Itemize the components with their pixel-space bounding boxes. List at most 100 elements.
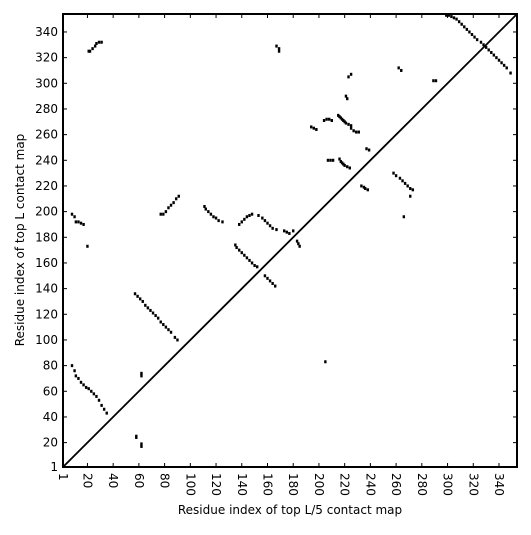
- contact-point: [237, 222, 241, 226]
- x-tick-label: 180: [286, 473, 300, 496]
- contact-point: [275, 228, 278, 232]
- y-tick-label: 40: [43, 410, 58, 424]
- contact-point: [79, 380, 83, 384]
- contact-point: [266, 276, 269, 280]
- contact-point: [84, 385, 88, 389]
- contact-point: [167, 328, 170, 332]
- contact-point: [95, 394, 98, 398]
- x-tick-label: 320: [466, 473, 480, 496]
- contact-point: [406, 184, 409, 188]
- contact-point: [355, 130, 358, 134]
- contact-point: [342, 119, 345, 123]
- contact-point: [169, 330, 173, 334]
- contact-point: [82, 222, 85, 226]
- contact-point: [346, 165, 349, 169]
- contact-point: [263, 274, 267, 278]
- contact-point: [392, 171, 395, 175]
- contact-point: [329, 158, 332, 162]
- contact-point: [465, 27, 469, 31]
- contact-point: [338, 157, 341, 161]
- contact-point: [86, 244, 89, 248]
- contact-point: [248, 258, 251, 262]
- contact-point: [344, 121, 348, 125]
- contact-point: [217, 219, 220, 223]
- contact-point: [73, 215, 76, 219]
- contact-point: [203, 204, 206, 208]
- contact-point: [349, 124, 353, 128]
- contact-point: [352, 129, 355, 133]
- contact-point: [240, 251, 243, 255]
- contact-point: [275, 44, 278, 48]
- contact-point: [144, 303, 147, 307]
- x-tick-label: 280: [415, 473, 429, 496]
- contact-point: [295, 239, 299, 243]
- contact-point: [95, 42, 98, 46]
- contact-point: [432, 79, 435, 83]
- x-axis-label: Residue index of top L/5 contact map: [178, 503, 402, 517]
- contact-point: [277, 47, 281, 51]
- contact-point: [460, 22, 463, 26]
- contact-point: [159, 212, 162, 216]
- y-tick-label: 100: [35, 333, 58, 347]
- contact-point: [140, 371, 143, 375]
- contact-point: [271, 226, 274, 230]
- contact-point: [164, 210, 168, 214]
- contact-point: [136, 294, 139, 298]
- y-tick-label: 320: [35, 51, 58, 65]
- contact-point: [172, 201, 175, 205]
- contact-point: [322, 119, 326, 123]
- y-tick-label: 220: [35, 179, 58, 193]
- contact-point: [403, 181, 407, 185]
- contact-point: [500, 61, 503, 65]
- contact-point: [347, 122, 350, 126]
- contact-point: [92, 392, 96, 396]
- diagonal-line: [62, 13, 518, 468]
- contact-point: [209, 212, 213, 216]
- contact-point: [70, 364, 74, 368]
- contact-point: [235, 246, 238, 250]
- contact-point: [70, 212, 74, 216]
- contact-point: [344, 94, 348, 98]
- contact-point: [174, 197, 178, 201]
- contact-point: [283, 229, 286, 233]
- contact-point: [347, 75, 350, 79]
- contact-point: [357, 130, 361, 134]
- y-tick-label: 1: [50, 460, 58, 474]
- contact-point: [93, 44, 97, 48]
- contact-point: [149, 308, 152, 312]
- contact-point: [310, 125, 313, 129]
- contact-point: [411, 188, 415, 192]
- contact-point: [328, 117, 331, 121]
- x-tick-label: 60: [132, 473, 146, 488]
- x-tick-label: 200: [312, 473, 326, 496]
- contact-point: [455, 17, 458, 21]
- contact-point: [169, 203, 173, 207]
- contact-point: [409, 194, 412, 198]
- contact-point: [248, 213, 251, 217]
- contact-point: [79, 221, 83, 225]
- contact-point: [243, 253, 246, 257]
- contact-point: [326, 158, 330, 162]
- y-tick-label: 120: [35, 307, 58, 321]
- contact-point: [234, 243, 237, 247]
- contact-point: [87, 49, 90, 53]
- contact-point: [133, 292, 137, 296]
- contact-point: [468, 30, 471, 34]
- contact-point: [473, 35, 476, 39]
- contact-point: [457, 20, 461, 24]
- contact-point: [162, 323, 165, 327]
- x-tick-label: 220: [338, 473, 352, 496]
- contact-point: [366, 188, 370, 192]
- contact-point: [87, 387, 90, 391]
- x-tick-label: 120: [209, 473, 223, 496]
- contact-point: [346, 97, 349, 101]
- contact-point: [479, 40, 483, 44]
- contact-point: [151, 311, 155, 315]
- contact-point: [470, 33, 474, 37]
- contact-point: [365, 147, 368, 151]
- y-tick-label: 280: [35, 102, 58, 116]
- y-tick-label: 340: [35, 25, 58, 39]
- contact-point: [330, 119, 333, 123]
- contact-point: [349, 72, 353, 76]
